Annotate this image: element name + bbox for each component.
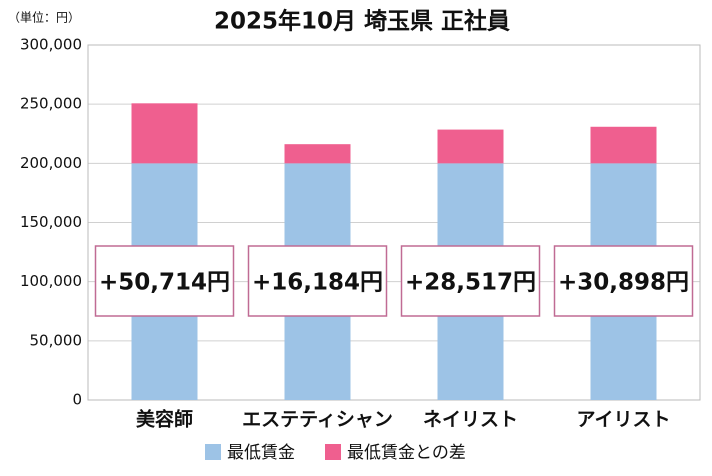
x-tick-label: エステティシャン <box>242 409 393 431</box>
x-tick-label: 美容師 <box>136 408 193 431</box>
y-tick-label: 250,000 <box>20 95 82 113</box>
bar-segment <box>590 126 657 164</box>
unit-label: （単位：円） <box>8 10 80 25</box>
value-label-box <box>94 245 235 317</box>
bar-segment <box>131 103 198 164</box>
value-label-box <box>400 245 541 317</box>
y-tick-label: 100,000 <box>20 272 82 290</box>
x-tick-label: ネイリスト <box>423 409 518 431</box>
value-label-box <box>553 245 694 317</box>
plot-frame <box>87 44 701 401</box>
y-tick-label: 200,000 <box>20 154 82 172</box>
legend-swatch <box>205 444 221 460</box>
legend-label: 最低賃金 <box>227 443 295 463</box>
y-tick-label: 150,000 <box>20 213 82 231</box>
bar-segment <box>284 144 351 164</box>
y-tick-label: 300,000 <box>20 36 82 54</box>
legend-label: 最低賃金との差 <box>347 443 466 463</box>
value-label: +16,184円 <box>252 270 383 296</box>
y-tick-label: 0 <box>72 391 82 409</box>
bar-segment <box>437 129 504 164</box>
chart-title: 2025年10月 埼玉県 正社員 <box>214 8 510 35</box>
value-label: +50,714円 <box>99 270 230 296</box>
x-tick-label: アイリスト <box>576 409 670 431</box>
value-label-box <box>247 245 388 317</box>
y-tick-label: 50,000 <box>30 331 83 349</box>
value-label: +30,898円 <box>558 270 689 296</box>
legend-swatch <box>325 444 341 460</box>
value-label: +28,517円 <box>405 270 536 296</box>
